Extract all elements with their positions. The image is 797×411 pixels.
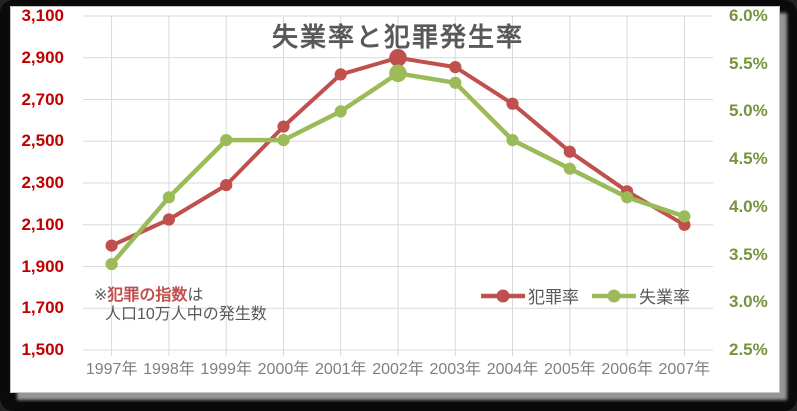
chart-footnote: ※犯罪の指数は 人口10万人中の発生数	[94, 286, 267, 324]
data-point-crime	[506, 97, 519, 110]
chart-title: 失業率と犯罪発生率	[271, 22, 524, 52]
legend-label-unemployment: 失業率	[639, 288, 690, 307]
right-axis-tick: 3.0%	[729, 292, 768, 312]
x-axis-tick: 1999年	[200, 361, 252, 378]
chart-legend: 犯罪率 失業率	[481, 283, 690, 308]
chart-panel: 失業率と犯罪発生率 犯罪率 失業率 ※犯罪の指数は 人口10万人中の発生数 3,	[10, 6, 780, 393]
left-axis-tick: 2,700	[21, 89, 64, 109]
data-point-unemployment	[105, 258, 118, 271]
data-point-crime	[220, 179, 233, 192]
footnote-highlight: 犯罪の指数	[107, 287, 188, 304]
left-axis-tick: 2,100	[21, 214, 64, 234]
left-axis-tick: 1,700	[21, 298, 64, 318]
left-axis-tick: 3,100	[21, 6, 64, 25]
x-axis-tick: 2006年	[601, 361, 653, 378]
right-axis-tick: 4.5%	[729, 149, 768, 169]
data-point-crime	[449, 61, 462, 74]
right-axis-tick: 3.5%	[729, 244, 768, 264]
data-point-unemployment	[277, 134, 290, 147]
data-point-unemployment	[220, 134, 233, 147]
left-axis-tick: 2,500	[21, 131, 64, 151]
x-axis-tick: 1998年	[143, 361, 195, 378]
legend-item-crime: 犯罪率	[481, 283, 579, 308]
right-axis-tick: 5.0%	[729, 101, 768, 121]
footnote-line2: 人口10万人中の発生数	[105, 306, 267, 323]
left-axis-tick: 1,500	[21, 340, 64, 359]
right-axis-tick: 5.5%	[729, 53, 768, 73]
data-point-unemployment	[678, 210, 691, 223]
x-axis-tick: 2004年	[486, 361, 539, 378]
x-axis-tick: 1997年	[85, 361, 138, 378]
data-point-crime	[334, 68, 347, 81]
data-point-crime	[162, 213, 175, 226]
left-axis-tick: 2,300	[21, 173, 64, 192]
data-point-unemployment	[389, 64, 407, 83]
footnote-line1: ※犯罪の指数は	[94, 287, 204, 304]
data-point-unemployment	[334, 105, 347, 118]
x-axis-tick: 2001年	[314, 361, 367, 378]
legend-label-crime: 犯罪率	[528, 288, 579, 307]
x-axis-tick: 2005年	[544, 361, 596, 378]
data-point-crime	[277, 120, 290, 133]
data-point-unemployment	[506, 134, 519, 147]
data-point-crime	[105, 239, 118, 252]
data-point-crime	[678, 218, 691, 231]
right-axis-tick: 6.0%	[729, 6, 768, 25]
legend-line-marker-icon	[592, 289, 636, 302]
right-axis-tick: 2.5%	[729, 340, 768, 359]
chart-plot	[83, 15, 713, 356]
data-point-unemployment	[162, 191, 175, 204]
left-axis-tick: 2,900	[21, 47, 64, 67]
left-axis-tick: 1,900	[21, 256, 64, 276]
right-axis-tick: 4.0%	[729, 196, 768, 216]
data-point-unemployment	[563, 162, 576, 175]
x-axis-tick: 2007年	[658, 361, 711, 378]
x-axis-tick: 2000年	[257, 361, 310, 378]
legend-line-marker-icon	[481, 289, 525, 302]
x-axis-tick: 2003年	[429, 361, 482, 378]
data-point-unemployment	[621, 191, 634, 204]
legend-item-unemployment: 失業率	[592, 283, 690, 308]
x-axis-tick: 2002年	[372, 361, 424, 378]
data-point-unemployment	[449, 76, 462, 89]
data-point-crime	[563, 145, 576, 158]
data-point-crime	[389, 49, 407, 67]
